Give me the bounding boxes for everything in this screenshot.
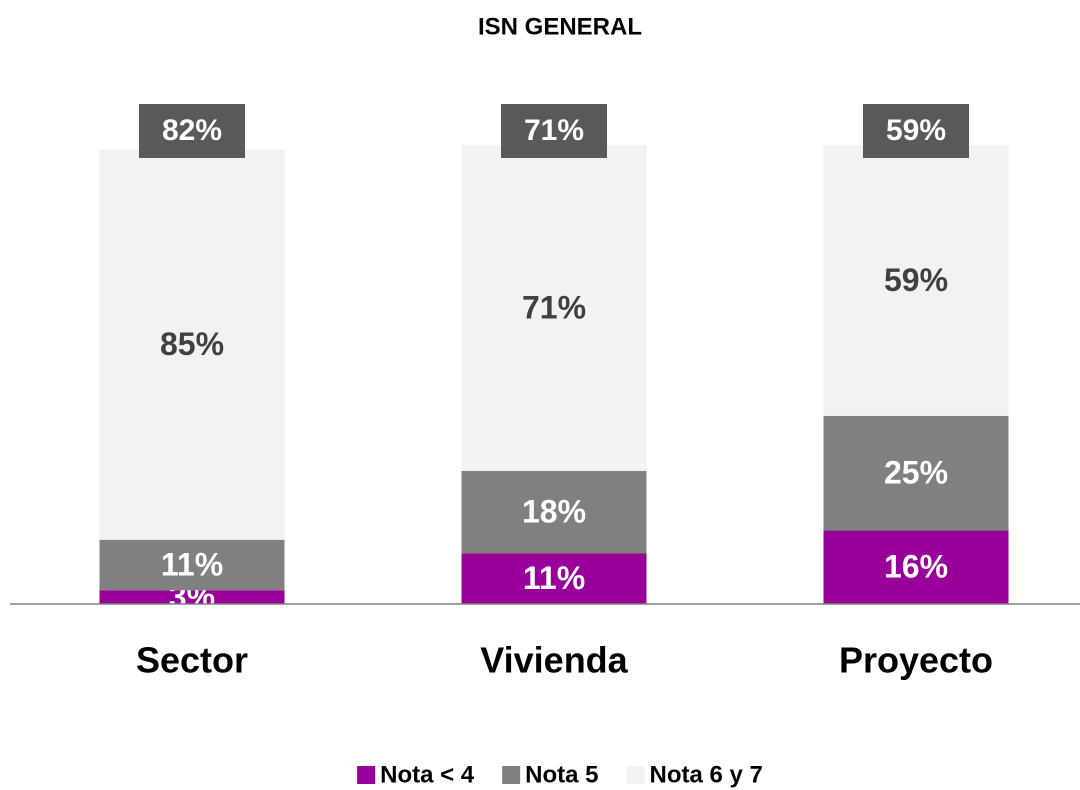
data-label: 59% bbox=[884, 262, 948, 298]
bar-segment bbox=[99, 149, 285, 540]
x-tick-label: Proyecto bbox=[839, 640, 993, 681]
legend-swatch bbox=[502, 766, 521, 784]
annotation-box bbox=[139, 104, 245, 158]
legend-swatch bbox=[626, 766, 645, 784]
legend-label: Nota < 4 bbox=[380, 761, 475, 788]
bar-segment bbox=[823, 145, 1009, 416]
data-label: 11% bbox=[523, 560, 585, 596]
legend-label: Nota 6 y 7 bbox=[650, 761, 763, 788]
legend-label: Nota 5 bbox=[525, 761, 598, 788]
annotation-box bbox=[863, 104, 969, 158]
annotation-label: 59% bbox=[886, 114, 946, 147]
data-label: 71% bbox=[522, 289, 586, 325]
legend: Nota < 4 Nota 5 Nota 6 y 7 bbox=[357, 761, 763, 788]
annotation-label: 71% bbox=[524, 114, 584, 147]
data-label: 18% bbox=[522, 494, 586, 530]
bar-segment bbox=[823, 415, 1009, 531]
legend-swatch bbox=[357, 766, 376, 784]
bar-segment bbox=[461, 145, 647, 471]
bar-segment bbox=[99, 590, 285, 604]
data-label: 11% bbox=[161, 546, 223, 582]
x-tick-label: Sector bbox=[136, 640, 248, 681]
data-label: 16% bbox=[884, 549, 948, 585]
bar-segment bbox=[823, 530, 1009, 604]
bar-segment bbox=[99, 539, 285, 591]
annotation-box bbox=[501, 104, 607, 158]
bar-segment bbox=[461, 553, 647, 604]
plot-area: 3%11%85%11%18%71%16%25%59% bbox=[99, 145, 1009, 604]
annotation-label: 82% bbox=[162, 114, 222, 147]
bar-segment bbox=[461, 470, 647, 554]
x-tick-label: Vivienda bbox=[480, 640, 628, 681]
data-label: 85% bbox=[160, 326, 224, 362]
chart-title: ISN GENERAL bbox=[478, 13, 642, 40]
data-label: 25% bbox=[884, 455, 948, 491]
